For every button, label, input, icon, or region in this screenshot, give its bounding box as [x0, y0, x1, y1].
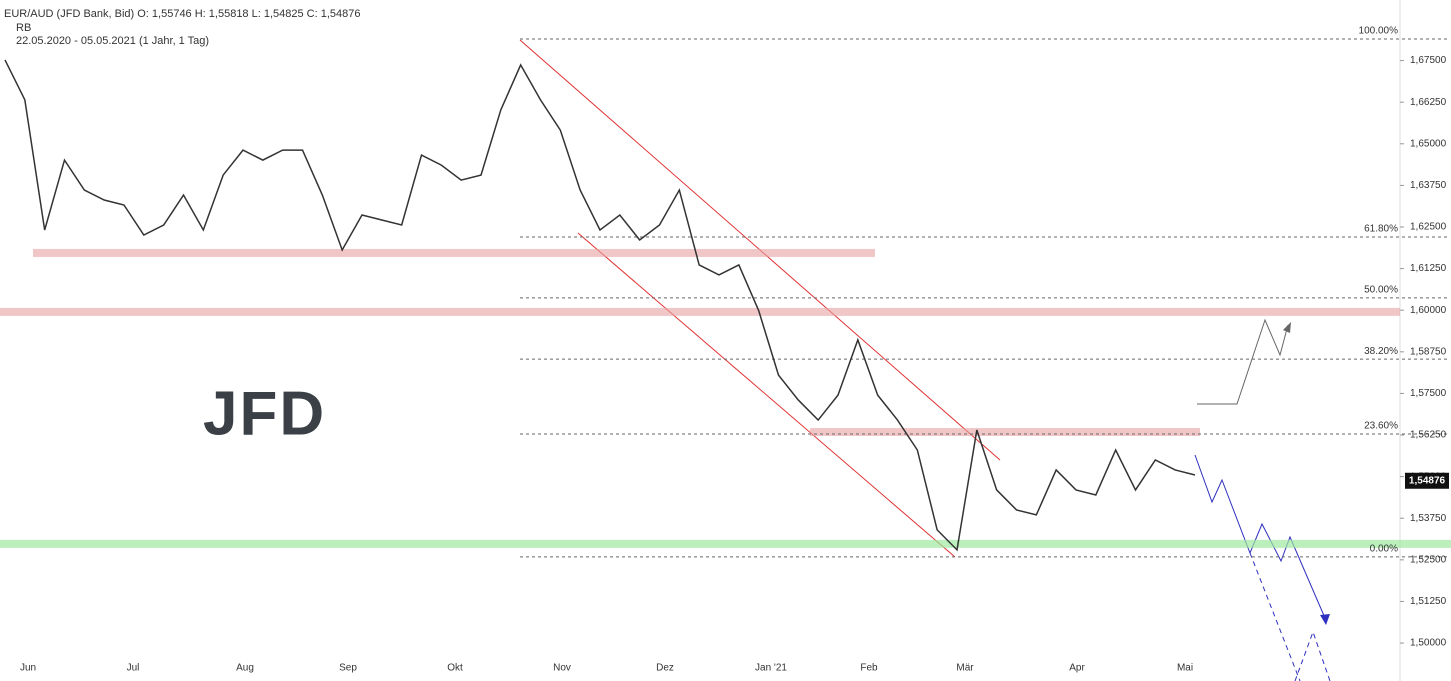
last-price-box [1405, 472, 1449, 489]
fib-label: 100.00% [1359, 26, 1399, 37]
x-tick-label: Mär [956, 663, 974, 674]
fib-label: 0.00% [1370, 543, 1398, 554]
x-tick-label: Feb [860, 663, 878, 674]
y-tick-label: 1,57500 [1410, 388, 1447, 399]
resistance-band [33, 248, 875, 257]
y-tick-label: 1,51250 [1410, 596, 1447, 607]
y-tick-label: 1,67500 [1410, 55, 1447, 66]
y-tick-label: 1,52500 [1410, 554, 1447, 565]
x-tick-label: Aug [236, 663, 254, 674]
y-tick-label: 1,62500 [1410, 222, 1447, 233]
y-tick-label: 1,50000 [1410, 638, 1447, 649]
fib-label: 50.00% [1364, 285, 1398, 296]
x-tick-label: Jan '21 [755, 663, 787, 674]
y-tick-label: 1,58750 [1410, 346, 1447, 357]
y-tick-label: 1,60000 [1410, 305, 1447, 316]
channel-lower [577, 232, 956, 558]
fib-label: 23.60% [1364, 421, 1398, 432]
logo: JFD [203, 379, 326, 448]
projection-dashed [1249, 552, 1301, 681]
fib-label: 61.80% [1364, 224, 1398, 235]
y-tick-label: 1,61250 [1410, 263, 1447, 274]
projection-up [1197, 318, 1289, 405]
last-price-label: 1,54876 [1409, 475, 1446, 486]
y-tick-label: 1,53750 [1410, 513, 1447, 524]
fib-label: 38.20% [1364, 346, 1398, 357]
x-tick-label: Nov [553, 663, 571, 674]
x-tick-label: Mai [1177, 663, 1193, 674]
x-tick-label: Jun [20, 663, 36, 674]
date-range: 22.05.2020 - 05.05.2021 (1 Jahr, 1 Tag) [16, 35, 209, 47]
x-tick-label: Sep [339, 663, 357, 674]
x-tick-label: Jul [127, 663, 140, 674]
price-line [4, 59, 1196, 552]
x-tick-label: Dez [656, 663, 674, 674]
x-tick-label: Apr [1069, 663, 1085, 674]
legend-label: RB [16, 22, 31, 34]
y-tick-label: 1,66250 [1410, 97, 1447, 108]
resistance-band [0, 307, 1400, 316]
x-tick-label: Okt [447, 663, 463, 674]
y-tick-label: 1,63750 [1410, 180, 1447, 191]
y-tick-label: 1,56250 [1410, 430, 1447, 441]
arrow-head [1283, 322, 1291, 333]
header-title: EUR/AUD (JFD Bank, Bid) O: 1,55746 H: 1,… [4, 8, 360, 20]
resistance-band [810, 428, 1200, 437]
y-tick-label: 1,65000 [1410, 138, 1447, 149]
support-band [0, 539, 1451, 548]
arrow-head [1320, 614, 1330, 625]
